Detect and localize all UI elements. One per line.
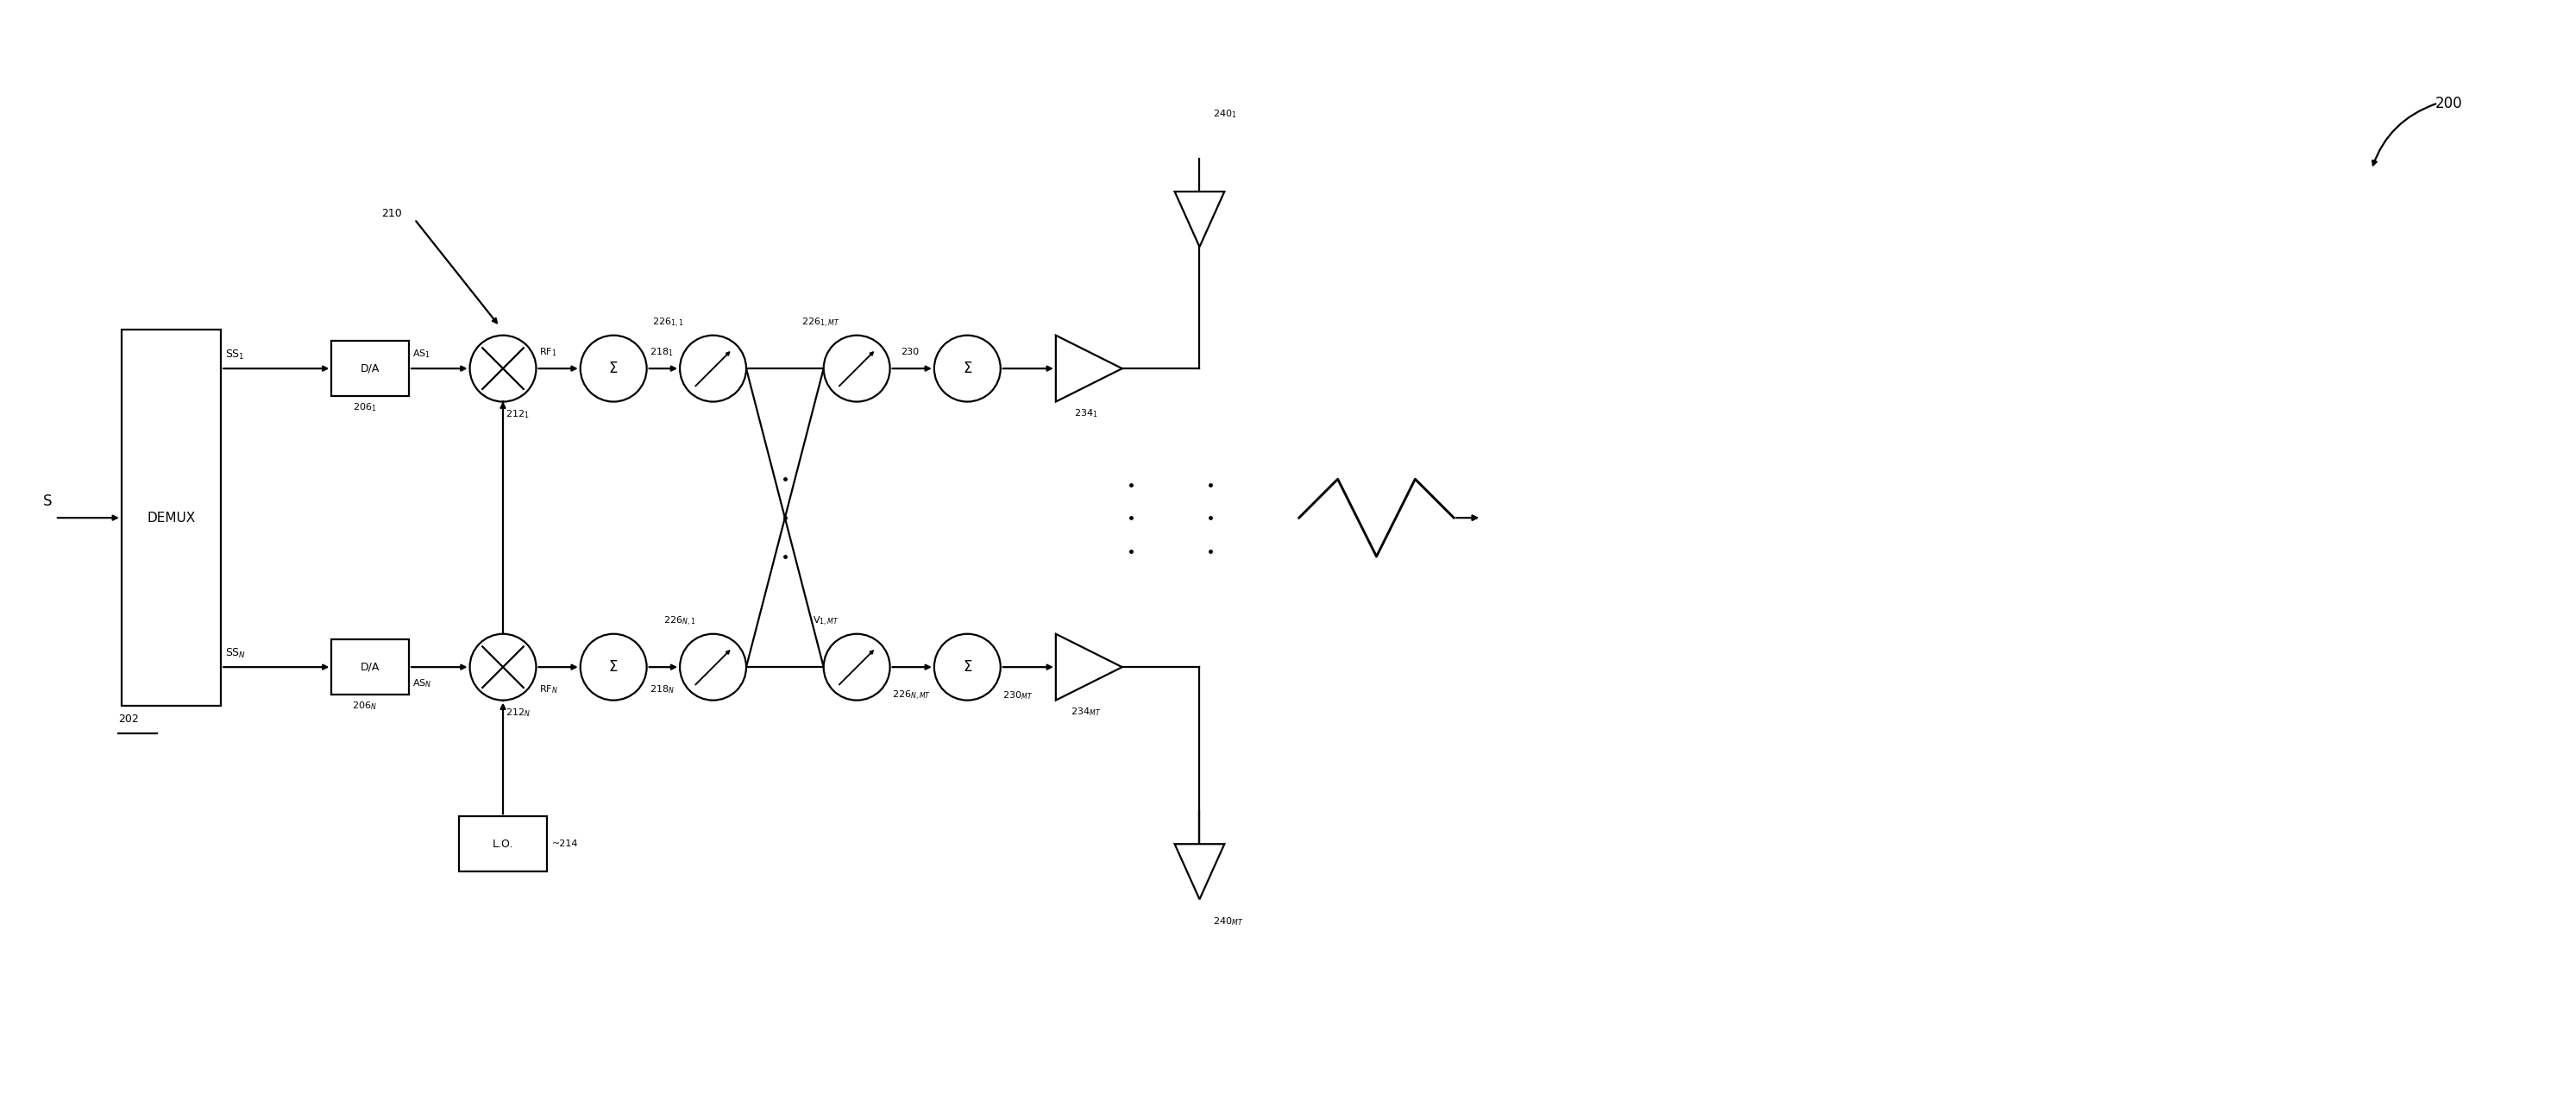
Circle shape: [935, 634, 999, 700]
Text: SS$_N$: SS$_N$: [227, 648, 247, 660]
Text: 226$_{1,1}$: 226$_{1,1}$: [652, 317, 683, 329]
Polygon shape: [1175, 191, 1224, 247]
Text: ~214: ~214: [551, 839, 577, 848]
Text: D/A: D/A: [361, 661, 379, 672]
Circle shape: [580, 335, 647, 402]
Text: D/A: D/A: [361, 363, 379, 374]
Circle shape: [680, 335, 747, 402]
Polygon shape: [1056, 335, 1123, 402]
Text: 206$_N$: 206$_N$: [353, 700, 376, 712]
Circle shape: [680, 634, 747, 700]
Text: S: S: [44, 493, 52, 509]
Text: RF$_1$: RF$_1$: [538, 346, 556, 358]
Bar: [332, 640, 410, 695]
Bar: [459, 816, 546, 871]
Text: 200: 200: [2434, 96, 2463, 111]
Text: 226$_{N,MT}$: 226$_{N,MT}$: [891, 689, 930, 702]
Text: 212$_1$: 212$_1$: [505, 408, 528, 421]
Text: 206$_1$: 206$_1$: [353, 402, 376, 414]
Text: $\Sigma$: $\Sigma$: [963, 659, 971, 674]
Circle shape: [935, 335, 999, 402]
Text: 230$_{MT}$: 230$_{MT}$: [1002, 689, 1033, 701]
Circle shape: [469, 634, 536, 700]
Text: RF$_N$: RF$_N$: [538, 683, 559, 696]
Bar: [332, 341, 410, 396]
Text: 240$_{MT}$: 240$_{MT}$: [1213, 916, 1244, 927]
Text: 210: 210: [381, 208, 402, 219]
Text: 226$_{N,1}$: 226$_{N,1}$: [662, 615, 696, 629]
Text: 218$_1$: 218$_1$: [649, 346, 675, 358]
Text: $\Sigma$: $\Sigma$: [608, 659, 618, 674]
Text: DEMUX: DEMUX: [147, 511, 196, 524]
Text: AS$_1$: AS$_1$: [412, 348, 430, 361]
Circle shape: [824, 634, 889, 700]
Text: $\Sigma$: $\Sigma$: [963, 361, 971, 376]
Polygon shape: [1056, 634, 1123, 700]
Text: 234$_{MT}$: 234$_{MT}$: [1072, 706, 1100, 718]
Circle shape: [469, 335, 536, 402]
Text: 240$_1$: 240$_1$: [1213, 108, 1236, 120]
Text: 218$_N$: 218$_N$: [649, 683, 675, 696]
Text: V$_{1,MT}$: V$_{1,MT}$: [811, 615, 840, 629]
Text: 230: 230: [902, 347, 920, 356]
Bar: [121, 329, 222, 706]
Text: 212$_N$: 212$_N$: [505, 707, 531, 719]
Circle shape: [824, 335, 889, 402]
Text: 234$_1$: 234$_1$: [1074, 407, 1097, 420]
Circle shape: [580, 634, 647, 700]
Text: $\Sigma$: $\Sigma$: [608, 361, 618, 376]
Text: SS$_1$: SS$_1$: [227, 348, 245, 362]
Text: AS$_N$: AS$_N$: [412, 678, 433, 690]
Text: L.O.: L.O.: [492, 838, 513, 849]
Text: 226$_{1,MT}$: 226$_{1,MT}$: [801, 317, 840, 329]
Polygon shape: [1175, 844, 1224, 899]
Text: 202: 202: [118, 713, 139, 725]
